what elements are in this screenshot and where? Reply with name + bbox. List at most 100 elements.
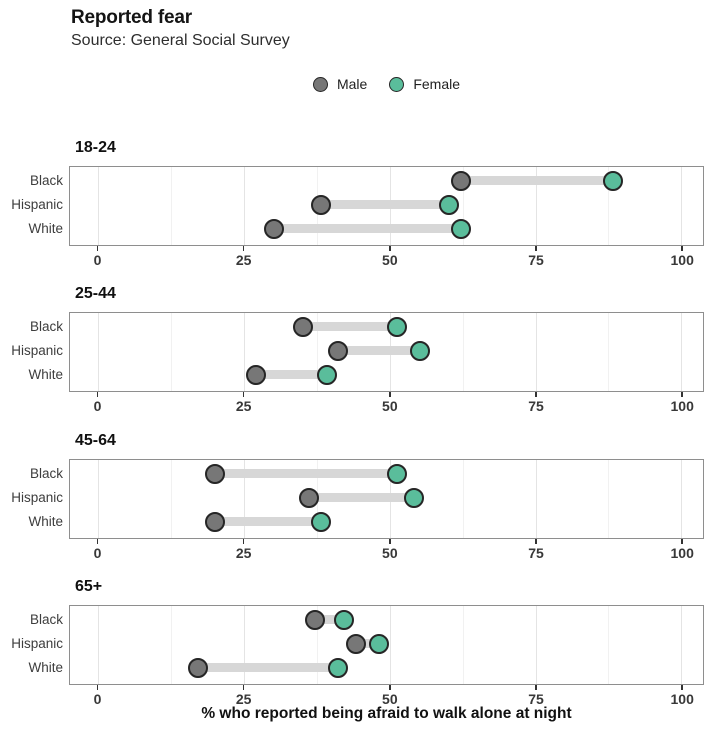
- x-axis-tick: [681, 246, 683, 251]
- y-axis-label-hispanic: Hispanic: [11, 343, 63, 358]
- minor-gridline: [171, 460, 173, 538]
- minor-gridline: [608, 460, 610, 538]
- y-axis-label-hispanic: Hispanic: [11, 197, 63, 212]
- female-dot-icon: [369, 633, 390, 654]
- major-gridline: [681, 460, 683, 538]
- x-axis-tick-label: 25: [235, 398, 252, 414]
- y-axis-label-black: Black: [29, 173, 63, 188]
- male-dot-icon: [451, 170, 471, 191]
- female-dot-icon: [386, 316, 407, 337]
- major-gridline: [98, 167, 100, 245]
- plot-panel-25-44: [69, 312, 704, 392]
- male-dot-icon: [293, 316, 314, 337]
- minor-gridline: [608, 167, 610, 245]
- dumbbell-bar-black: [215, 469, 397, 478]
- male-dot-icon: [345, 633, 366, 654]
- dumbbell-bar-white: [256, 370, 327, 379]
- major-gridline: [535, 167, 537, 245]
- female-dot-icon: [439, 194, 460, 215]
- male-dot-icon: [328, 340, 349, 361]
- panel-title-65+: 65+: [75, 578, 103, 595]
- male-dot-icon: [298, 487, 319, 508]
- dumbbell-bar-black: [314, 615, 345, 624]
- major-gridline: [681, 167, 683, 245]
- minor-gridline: [171, 606, 173, 684]
- minor-gridline: [171, 313, 173, 391]
- major-gridline: [681, 313, 683, 391]
- major-gridline: [98, 313, 100, 391]
- minor-gridline: [171, 167, 173, 245]
- major-gridline: [244, 313, 246, 391]
- legend-label-male: Male: [336, 76, 368, 92]
- minor-gridline: [608, 606, 610, 684]
- x-axis-tick-label: 0: [93, 398, 102, 414]
- major-gridline: [244, 606, 246, 684]
- x-axis-tick-label: 50: [382, 398, 398, 414]
- major-gridline: [681, 606, 683, 684]
- major-gridline: [244, 167, 246, 245]
- plot-panel-45-64: [69, 459, 704, 539]
- female-dot-icon: [410, 340, 431, 361]
- y-axis-label-hispanic: Hispanic: [11, 636, 63, 651]
- x-axis-tick: [681, 685, 683, 690]
- x-axis-tick-label: 100: [670, 545, 694, 561]
- male-dot-icon: [205, 463, 226, 484]
- x-axis-tick-label: 50: [382, 545, 398, 561]
- x-axis-tick: [535, 539, 537, 544]
- major-gridline: [535, 606, 537, 684]
- x-axis-title: % who reported being afraid to walk alon…: [201, 705, 572, 722]
- x-axis-tick: [681, 539, 683, 544]
- dumbbell-bar-hispanic: [308, 493, 415, 502]
- x-axis-tick: [242, 685, 245, 690]
- x-axis-tick-label: 75: [528, 545, 544, 561]
- chart-subtitle: Source: General Social Survey: [71, 32, 290, 49]
- x-axis-tick: [389, 392, 391, 397]
- minor-gridline: [608, 313, 610, 391]
- minor-gridline: [316, 606, 318, 684]
- major-gridline: [244, 460, 246, 538]
- x-axis-tick-label: 75: [528, 398, 544, 414]
- minor-gridline: [462, 460, 464, 538]
- x-axis-tick: [389, 685, 391, 690]
- x-axis-tick-label: 0: [93, 545, 102, 561]
- panel-title-25-44: 25-44: [75, 285, 116, 302]
- y-axis-label-black: Black: [29, 466, 63, 481]
- dumbbell-bar-black: [461, 176, 614, 185]
- minor-gridline: [316, 313, 318, 391]
- x-axis-tick-label: 25: [235, 545, 252, 561]
- x-axis-tick-label: 75: [528, 691, 544, 707]
- female-dot-icon: [451, 218, 471, 239]
- x-axis-tick: [242, 539, 245, 544]
- x-axis-tick-label: 25: [235, 691, 252, 707]
- female-dot-icon: [389, 76, 405, 92]
- major-gridline: [389, 606, 391, 684]
- minor-gridline: [462, 167, 464, 245]
- x-axis-tick: [389, 246, 391, 251]
- dumbbell-bar-black: [303, 322, 397, 331]
- dumbbell-bar-hispanic: [338, 346, 421, 355]
- male-dot-icon: [312, 76, 328, 92]
- female-dot-icon: [316, 364, 337, 385]
- x-axis-tick: [242, 246, 245, 251]
- major-gridline: [535, 460, 537, 538]
- male-dot-icon: [304, 609, 325, 630]
- x-axis-tick: [96, 392, 99, 397]
- x-axis-tick-label: 25: [235, 252, 252, 268]
- x-axis-tick: [681, 392, 683, 397]
- x-axis-tick-label: 100: [670, 691, 694, 707]
- major-gridline: [98, 460, 100, 538]
- x-axis-tick-label: 50: [382, 691, 398, 707]
- dumbbell-bar-hispanic: [320, 200, 450, 209]
- y-axis-label-black: Black: [29, 319, 63, 334]
- female-dot-icon: [386, 463, 407, 484]
- female-dot-icon: [603, 170, 624, 191]
- y-axis-label-white: White: [28, 514, 63, 529]
- male-dot-icon: [310, 194, 331, 215]
- y-axis-label-white: White: [28, 221, 63, 236]
- plot-panel-18-24: [69, 166, 704, 246]
- dumbbell-bar-white: [215, 517, 321, 526]
- x-axis-tick-label: 100: [670, 252, 694, 268]
- female-dot-icon: [334, 609, 355, 630]
- legend-item-female: Female: [389, 76, 460, 92]
- male-dot-icon: [263, 218, 284, 239]
